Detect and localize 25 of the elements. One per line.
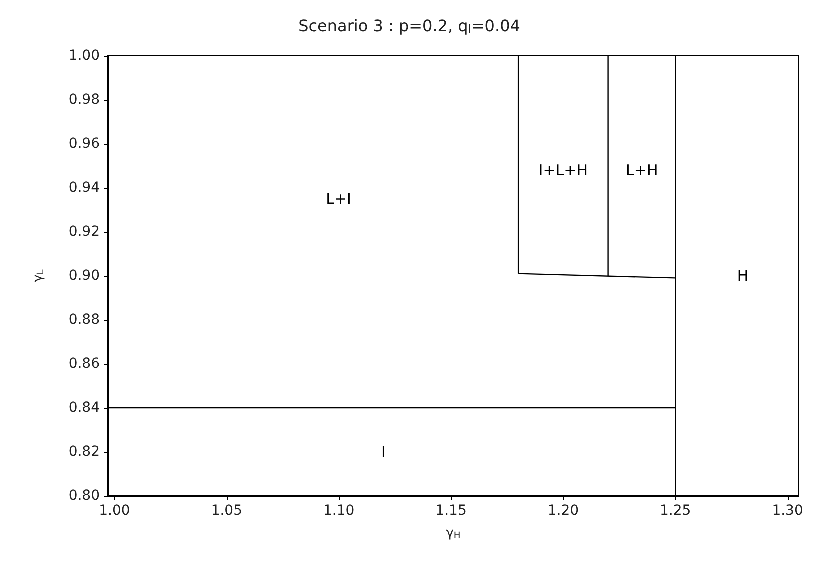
x-tick-label: 1.20 [548,503,580,519]
annotation: I [381,443,386,461]
y-axis-title: γL [31,268,46,282]
y-tick-label: 0.96 [68,136,100,152]
y-tick-label: 0.82 [68,444,100,460]
x-axis-title: γH [446,526,461,542]
y-tick-label: 0.80 [68,488,100,504]
y-tick-label: 0.86 [68,356,100,372]
x-tick-label: 1.15 [436,503,467,519]
y-tick-label: 0.94 [68,180,100,196]
annotation: H [737,267,749,285]
annotation: L+H [626,161,658,180]
x-tick-label: 1.00 [99,503,130,519]
x-tick-label: 1.10 [323,503,355,519]
annotation: L+I [326,190,352,208]
y-tick-label: 0.90 [68,268,100,284]
y-tick-label: 0.84 [68,400,100,416]
y-tick-label: 0.88 [68,312,100,328]
x-tick-label: 1.25 [660,503,692,519]
x-tick-label: 1.05 [211,503,242,519]
y-tick-label: 1.00 [68,48,100,64]
y-tick-label: 0.92 [68,224,100,240]
annotation: I+L+H [538,161,588,180]
y-tick-label: 0.98 [68,92,100,108]
x-tick-label: 1.30 [772,503,804,519]
